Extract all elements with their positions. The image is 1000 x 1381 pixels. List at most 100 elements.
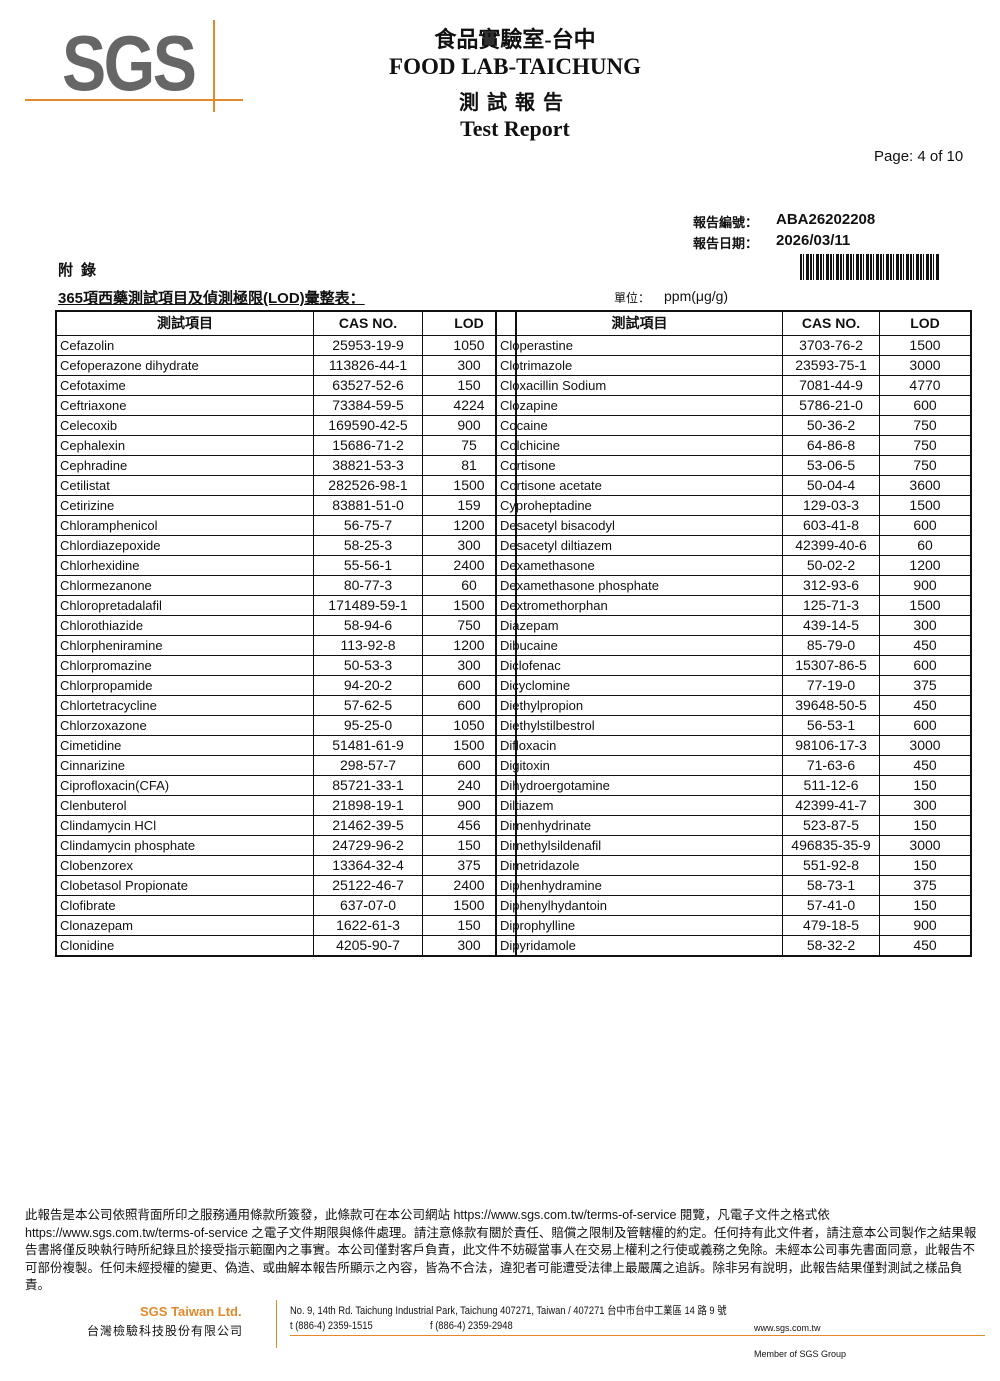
cas-number: 50-36-2 [782, 415, 880, 436]
table-row: Chlorothiazide 58-94-6 750 [55, 615, 517, 636]
substance-name: Dexamethasone phosphate [495, 575, 783, 596]
substance-name: Chlorpheniramine [55, 635, 314, 656]
substance-name: Cefazolin [55, 335, 314, 356]
table-row: Chlordiazepoxide 58-25-3 300 [55, 535, 517, 556]
disclaimer: 此報告是本公司依照背面所印之服務通用條款所簽發，此條款可在本公司網站 https… [25, 1208, 977, 1292]
table-row: Diethylpropion 39648-50-5 450 [495, 695, 972, 716]
table-row: Chloramphenicol 56-75-7 1200 [55, 515, 517, 536]
table-row: Cefazolin 25953-19-9 1050 [55, 335, 517, 356]
table-row: Dimetridazole 551-92-8 150 [495, 855, 972, 876]
cas-number: 38821-53-3 [313, 455, 423, 476]
cas-number: 50-04-4 [782, 475, 880, 496]
lod-value: 150 [422, 915, 517, 936]
fax: f (886-4) 2359-2948 [430, 1320, 513, 1332]
lod-value: 900 [879, 575, 972, 596]
cas-number: 15686-71-2 [313, 435, 423, 456]
substance-name: Chlortetracycline [55, 695, 314, 716]
table-row: Diethylstilbestrol 56-53-1 600 [495, 715, 972, 736]
substance-name: Ceftriaxone [55, 395, 314, 416]
substance-name: Clindamycin phosphate [55, 835, 314, 856]
lod-value: 450 [879, 755, 972, 776]
substance-name: Cloperastine [495, 335, 783, 356]
table-row: Cephalexin 15686-71-2 75 [55, 435, 517, 456]
table-row: Cortisone 53-06-5 750 [495, 455, 972, 476]
logo: SGS [62, 19, 197, 107]
substance-name: Diclofenac [495, 655, 783, 676]
report-date-label: 報告日期： [693, 236, 759, 251]
subtitle-zh: 測試報告 [459, 92, 571, 114]
lod-value: 375 [879, 875, 972, 896]
substance-name: Chlorpromazine [55, 655, 314, 676]
cas-number: 55-56-1 [313, 555, 423, 576]
cas-number: 51481-61-9 [313, 735, 423, 756]
table-row: Dicyclomine 77-19-0 375 [495, 675, 972, 696]
cas-number: 129-03-3 [782, 495, 880, 516]
lod-value: 150 [879, 775, 972, 796]
table-row: Chlorpromazine 50-53-3 300 [55, 655, 517, 676]
cas-number: 42399-40-6 [782, 535, 880, 556]
lod-value: 4770 [879, 375, 972, 396]
subtitle-en: Test Report [460, 116, 570, 141]
table-row: Celecoxib 169590-42-5 900 [55, 415, 517, 436]
substance-name: Cefotaxime [55, 375, 314, 396]
substance-name: Cyproheptadine [495, 495, 783, 516]
table-row: Chloropretadalafil 171489-59-1 1500 [55, 595, 517, 616]
table-row: Diphenhydramine 58-73-1 375 [495, 875, 972, 896]
lod-value: 1200 [422, 635, 517, 656]
substance-name: Dimetridazole [495, 855, 783, 876]
substance-name: Dibucaine [495, 635, 783, 656]
table-row: Clobetasol Propionate 25122-46-7 2400 [55, 875, 517, 896]
column-header: 測試項目 [495, 310, 783, 336]
table-row: Cocaine 50-36-2 750 [495, 415, 972, 436]
unit: ppm(μg/g) [664, 288, 729, 304]
cas-number: 64-86-8 [782, 435, 880, 456]
lod-value: 1500 [879, 595, 972, 616]
column-header: CAS NO. [313, 310, 423, 336]
report-date: 2026/03/11 [776, 232, 851, 249]
table-row: Diclofenac 15307-86-5 600 [495, 655, 972, 676]
cas-number: 439-14-5 [782, 615, 880, 636]
lod-value: 1500 [879, 335, 972, 356]
cas-number: 113826-44-1 [313, 355, 423, 376]
lod-value: 300 [879, 615, 972, 636]
report-no: ABA26202208 [776, 211, 876, 228]
substance-name: Clobetasol Propionate [55, 875, 314, 896]
substance-name: Dipyridamole [495, 935, 783, 957]
lod-value: 750 [879, 415, 972, 436]
substance-name: Cephradine [55, 455, 314, 476]
substance-name: Cetirizine [55, 495, 314, 516]
table-row: Clonazepam 1622-61-3 150 [55, 915, 517, 936]
lod-value: 3000 [879, 835, 972, 856]
lod-value: 450 [879, 935, 972, 957]
address: No. 9, 14th Rd. Taichung Industrial Park… [290, 1305, 727, 1317]
cas-number: 312-93-6 [782, 575, 880, 596]
cas-number: 50-53-3 [313, 655, 423, 676]
cas-number: 42399-41-7 [782, 795, 880, 816]
cas-number: 94-20-2 [313, 675, 423, 696]
title-zh: 食品實驗室-台中 [434, 27, 596, 52]
cas-number: 496835-35-9 [782, 835, 880, 856]
table-row: Chlormezanone 80-77-3 60 [55, 575, 517, 596]
lod-value: 600 [879, 515, 972, 536]
lod-value: 1200 [422, 515, 517, 536]
substance-name: Clozapine [495, 395, 783, 416]
table-row: Cefoperazone dihydrate 113826-44-1 300 [55, 355, 517, 376]
cas-number: 57-62-5 [313, 695, 423, 716]
cas-number: 95-25-0 [313, 715, 423, 736]
cas-number: 603-41-8 [782, 515, 880, 536]
header-row: 測試項目 CAS NO. LOD [495, 310, 972, 336]
table-row: Chlortetracycline 57-62-5 600 [55, 695, 517, 716]
substance-name: Clofibrate [55, 895, 314, 916]
substance-name: Cloxacillin Sodium [495, 375, 783, 396]
table-row: Colchicine 64-86-8 750 [495, 435, 972, 456]
cas-number: 83881-51-0 [313, 495, 423, 516]
lod-value: 60 [879, 535, 972, 556]
lod-value: 75 [422, 435, 517, 456]
table-row: Cloxacillin Sodium 7081-44-9 4770 [495, 375, 972, 396]
substance-name: Cefoperazone dihydrate [55, 355, 314, 376]
cas-number: 551-92-8 [782, 855, 880, 876]
substance-name: Dicyclomine [495, 675, 783, 696]
lod-value: 1500 [422, 735, 517, 756]
cas-number: 77-19-0 [782, 675, 880, 696]
lod-value: 300 [422, 935, 517, 957]
